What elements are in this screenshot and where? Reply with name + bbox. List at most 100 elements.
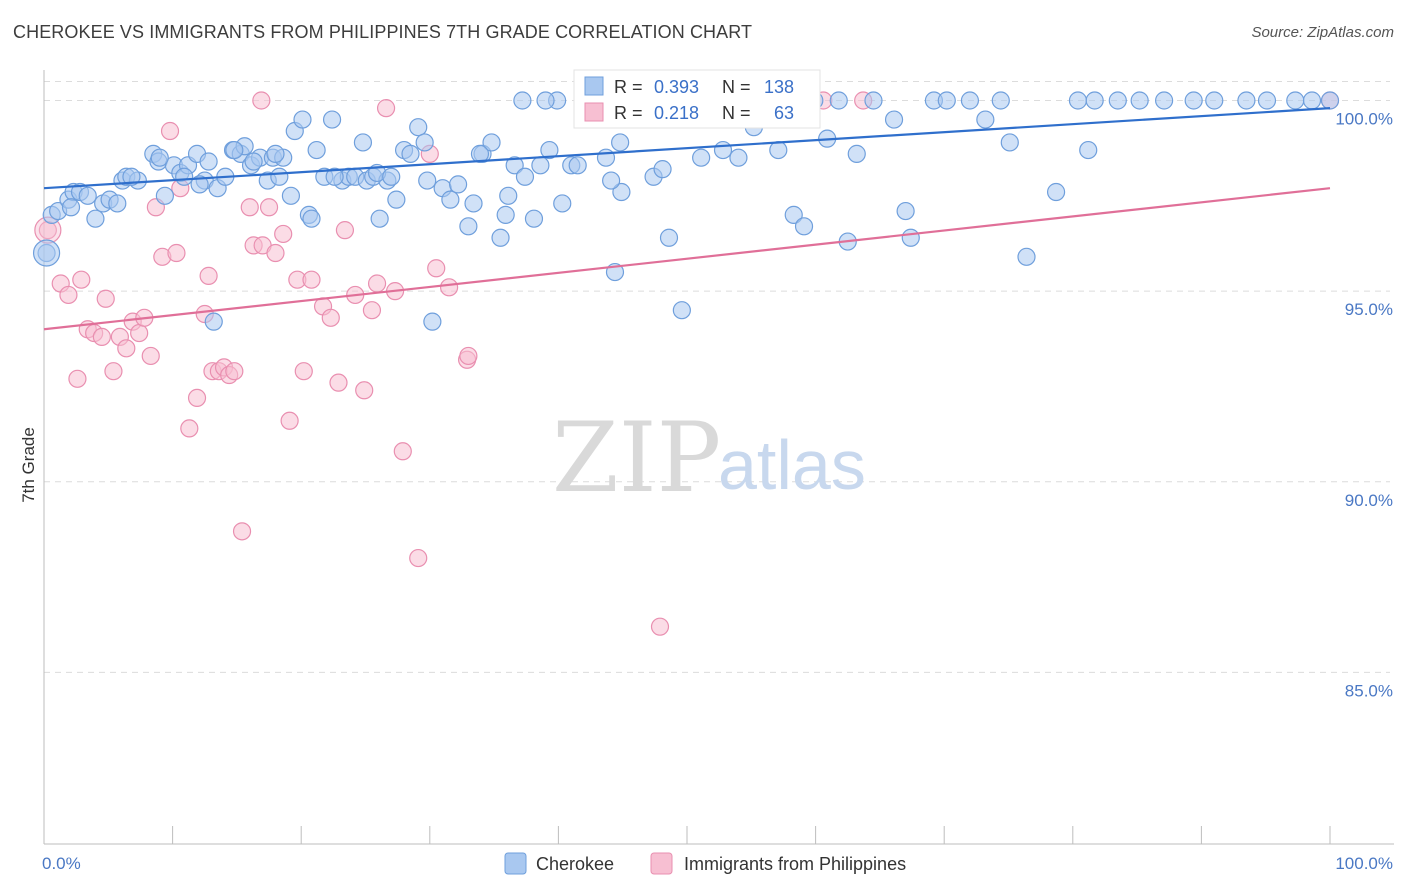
point-philippines-13 [130, 323, 149, 343]
point-cherokee-109 [1079, 140, 1098, 160]
point-philippines-31 [240, 198, 259, 217]
point-cherokee-127 [713, 140, 733, 160]
point-cherokee-98 [884, 110, 904, 129]
point-philippines-30 [232, 522, 252, 541]
point-philippines-46 [355, 381, 374, 400]
x-tick-labels: 0.0% 100.0% [42, 854, 1393, 873]
point-cherokee-69 [553, 194, 572, 213]
point-philippines-36 [274, 224, 293, 244]
point-philippines-9 [104, 362, 123, 381]
watermark-atlas: atlas [718, 426, 866, 504]
point-cherokee-139 [244, 152, 263, 171]
point-cherokee-112 [1130, 91, 1149, 110]
y-tick-labels: 85.0% 90.0% 95.0% 100.0% [1335, 110, 1393, 701]
stats-n-value-philippines: 63 [774, 103, 794, 123]
point-cherokee-65 [515, 167, 535, 186]
point-cherokee-6 [78, 186, 97, 205]
point-cherokee-56 [441, 190, 460, 209]
point-philippines-3 [68, 369, 87, 388]
point-cherokee-61 [482, 133, 501, 152]
point-philippines-57 [459, 346, 478, 366]
point-cherokee-49 [387, 190, 406, 209]
watermark-zip: ZIP [552, 402, 721, 514]
point-cherokee-57 [448, 175, 468, 194]
point-cherokee-36 [293, 110, 312, 129]
point-philippines-18 [160, 121, 180, 141]
point-cherokee-44 [353, 133, 373, 152]
point-cherokee-38 [307, 140, 326, 160]
point-cherokee-99 [896, 201, 915, 221]
point-cherokee-123 [225, 140, 244, 160]
point-philippines-35 [266, 243, 285, 263]
point-philippines-48 [367, 274, 387, 293]
point-cherokee-47 [370, 209, 389, 228]
point-cherokee-108 [1068, 91, 1088, 110]
point-cherokee-133 [653, 160, 672, 179]
point-cherokee-144 [976, 110, 995, 129]
point-philippines-8 [96, 289, 115, 308]
stats-n-value-cherokee: 138 [764, 77, 794, 97]
stats-r-label-philippines: R = [614, 103, 643, 123]
point-philippines-4 [72, 270, 91, 289]
point-cherokee-125 [150, 148, 169, 167]
point-cherokee-145 [61, 198, 81, 217]
stats-n-label-cherokee: N = [722, 77, 751, 97]
stats-box: R = 0.393 N = 138 R = 0.218 N = 63 [573, 69, 821, 129]
point-philippines-58 [650, 617, 670, 636]
point-cherokee-116 [1237, 91, 1256, 110]
point-cherokee-78 [659, 228, 679, 247]
point-philippines-29 [225, 362, 244, 381]
point-cherokee-100 [901, 228, 920, 247]
point-philippines-22 [187, 388, 207, 408]
trend-line-cherokee [43, 107, 1331, 190]
point-cherokee-66 [524, 209, 544, 228]
legend-swatch-philippines [650, 852, 673, 875]
point-cherokee-62 [491, 228, 510, 247]
point-cherokee-136 [382, 167, 401, 186]
point-cherokee-21 [199, 152, 218, 171]
point-cherokee-85 [729, 148, 748, 167]
point-cherokee-111 [1108, 91, 1127, 110]
point-cherokee-97 [864, 91, 883, 110]
stats-r-label-cherokee: R = [614, 77, 643, 97]
axes [43, 70, 1394, 845]
point-philippines-43 [329, 373, 348, 392]
point-cherokee-147 [190, 175, 209, 194]
point-cherokee-96 [847, 144, 866, 163]
point-philippines-37 [280, 411, 299, 430]
point-cherokee-63 [496, 205, 515, 224]
point-cherokee-32 [270, 167, 289, 186]
stats-r-value-philippines: 0.218 [654, 103, 699, 123]
point-cherokee-118 [1286, 91, 1305, 110]
point-cherokee-110 [1085, 91, 1104, 110]
point-cherokee-124 [325, 167, 344, 186]
point-philippines-11 [117, 339, 136, 358]
point-cherokee-119 [1302, 91, 1322, 110]
point-philippines-54 [427, 259, 446, 278]
point-cherokee-131 [418, 171, 437, 190]
point-cherokee-90 [784, 205, 803, 224]
point-cherokee-68 [540, 140, 559, 160]
x-tick-label-0: 0.0% [42, 854, 81, 873]
stats-r-value-cherokee: 0.393 [654, 77, 699, 97]
point-cherokee-58 [459, 217, 478, 236]
point-philippines-19 [167, 243, 186, 263]
point-cherokee-126 [602, 171, 621, 190]
trend-line-philippines [43, 187, 1331, 331]
point-cherokee-102 [937, 91, 956, 110]
legend-label-cherokee: Cherokee [536, 854, 614, 874]
point-cherokee-129 [266, 144, 285, 163]
point-cherokee-104 [991, 91, 1010, 110]
point-cherokee-146 [108, 194, 127, 213]
point-cherokee-64 [505, 156, 524, 175]
point-cherokee-120 [1320, 91, 1340, 110]
point-philippines-40 [302, 270, 321, 289]
point-philippines-24 [199, 266, 218, 285]
series-immigrants-from-philippines-points [34, 91, 1340, 636]
point-cherokee-34 [281, 186, 301, 205]
point-cherokee-134 [175, 167, 194, 186]
point-cherokee-53 [415, 133, 434, 152]
point-cherokee-15 [155, 186, 174, 205]
stats-n-label-philippines: N = [722, 103, 751, 123]
point-cherokee-114 [1184, 91, 1203, 110]
